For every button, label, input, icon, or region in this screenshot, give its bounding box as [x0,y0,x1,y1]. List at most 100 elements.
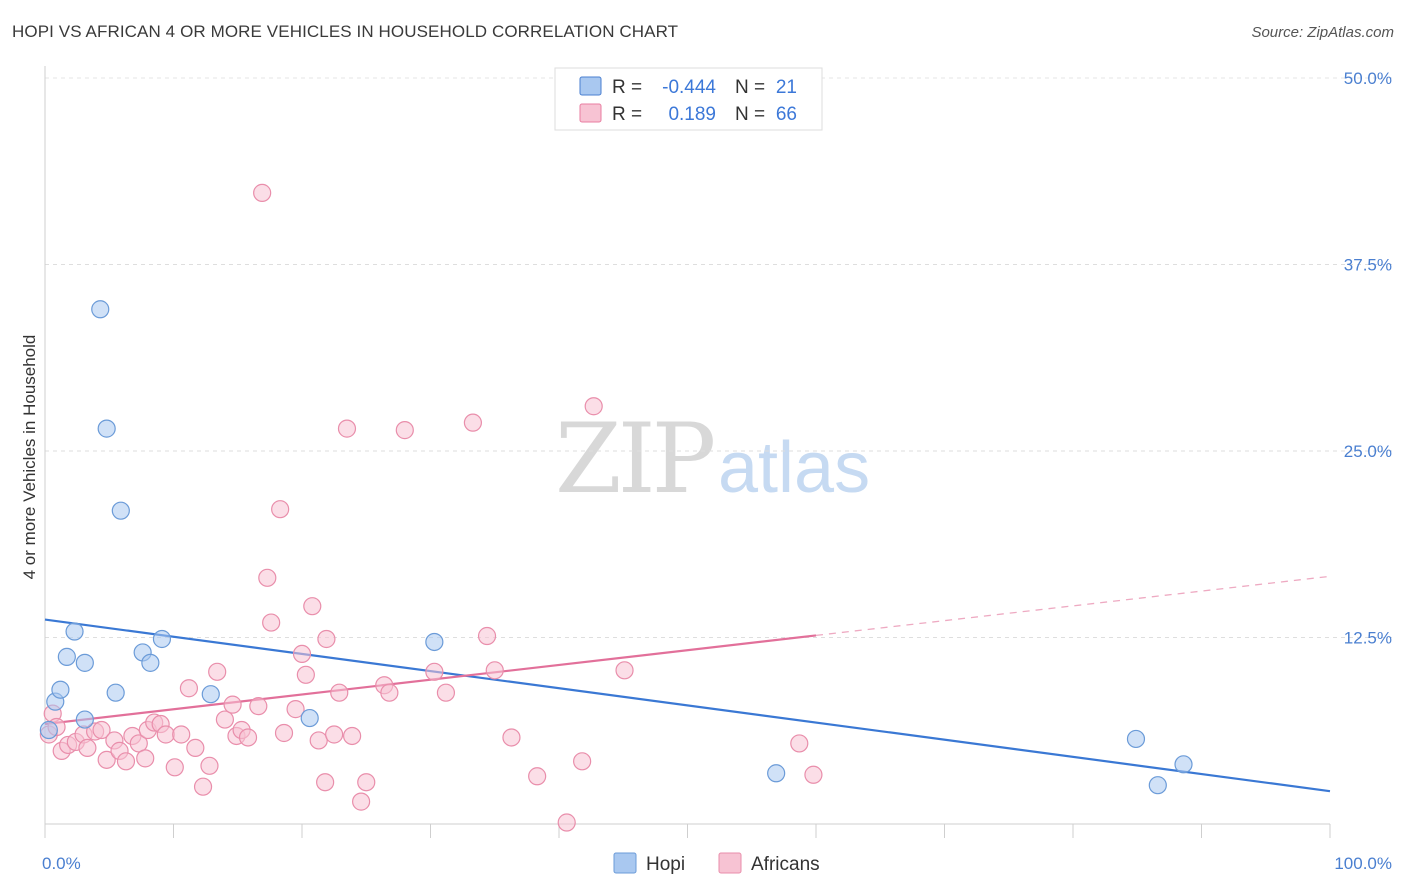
bottom-legend-swatch-africans [718,852,742,874]
point-africans [425,662,444,681]
point-africans [156,725,175,744]
point-africans [116,752,136,771]
point-hopi [1174,755,1193,774]
point-africans [271,500,290,519]
tick-labels: 12.5% 25.0% 37.5% 50.0% 0.0% 100.0% [42,69,1392,873]
legend-n-label: N = [735,104,765,125]
legend-r-value: 0.189 [668,104,716,125]
trend-line-africans-extension [815,575,1331,637]
point-hopi [106,683,125,702]
point-hopi [111,501,130,520]
bottom-legend: Hopi Africans [613,852,820,875]
point-africans [463,413,483,432]
point-hopi [75,710,94,729]
point-africans [179,679,199,698]
legend-r-value: -0.444 [662,77,716,98]
point-africans [136,749,155,768]
point-africans [357,773,376,792]
trend-line-hopi [44,618,1331,793]
point-africans [215,710,234,729]
point-hopi [767,764,786,783]
point-hopi [300,708,319,728]
point-africans [208,662,227,681]
bottom-legend-hopi: Hopi [646,854,685,875]
point-africans [253,183,272,202]
legend-n-label: N = [735,77,765,98]
point-africans [325,725,344,744]
point-africans [78,738,97,758]
grid-lines [45,77,1392,638]
point-africans [395,421,414,440]
bottom-legend-africans: Africans [751,854,820,875]
point-hopi [201,685,220,704]
point-africans [584,397,603,416]
point-africans [337,419,357,438]
point-africans [172,725,191,744]
point-africans [262,613,281,632]
y-tick-label: 25.0% [1344,442,1392,461]
point-africans [97,750,116,769]
point-africans [343,726,362,746]
point-africans [436,683,456,702]
y-axis-label: 4 or more Vehicles in Household [20,335,39,580]
point-africans [485,661,504,680]
point-africans [238,728,258,747]
point-hopi [1148,776,1167,795]
point-hopi [65,622,84,641]
axes [44,66,1331,838]
trend-lines [44,575,1331,793]
bottom-legend-swatch-hopi [613,852,637,874]
point-hopi [141,653,160,672]
point-africans [804,765,823,784]
point-hopi [51,680,70,699]
point-africans [249,697,268,716]
point-hopi [75,653,94,672]
point-africans [330,683,349,702]
point-hopi [39,720,58,740]
legend-swatch-africans [579,103,602,123]
point-africans [186,738,205,758]
point-africans [200,756,219,775]
point-hopi [91,300,110,319]
x-tick-label: 100.0% [1334,854,1392,873]
legend-r-label: R = [612,77,642,98]
point-africans [557,813,576,832]
point-africans [296,665,315,684]
chart-title: HOPI VS AFRICAN 4 OR MORE VEHICLES IN HO… [12,22,679,41]
watermark-zip: ZIP [555,403,714,515]
point-africans [316,773,335,792]
data-points [39,183,1193,832]
point-africans [274,723,294,743]
y-tick-label: 37.5% [1344,256,1392,275]
point-africans [380,683,399,702]
point-africans [309,731,328,750]
point-africans [193,777,213,796]
point-africans [352,792,371,811]
point-africans [790,734,809,753]
point-africans [258,568,277,587]
point-africans [528,767,547,786]
point-africans [92,720,111,740]
point-africans [286,700,305,719]
point-africans [502,728,521,747]
point-africans [317,629,336,649]
point-africans [477,626,497,646]
point-hopi [425,632,444,652]
point-africans [165,758,184,777]
point-africans [573,752,592,771]
legend: R = -0.444 N = 21 R = 0.189 N = 66 [554,67,823,131]
point-hopi [152,629,172,649]
x-tick-label: 0.0% [42,854,81,873]
legend-n-value: 21 [776,77,797,98]
legend-r-label: R = [612,104,642,125]
point-africans [223,695,242,714]
point-hopi [1126,729,1146,749]
legend-n-value: 66 [776,104,797,125]
legend-swatch-hopi [579,76,602,96]
point-hopi [97,419,116,438]
y-tick-label: 12.5% [1344,629,1392,648]
point-africans [292,644,312,664]
source-credit: Source: ZipAtlas.com [1251,24,1394,41]
point-africans [303,597,322,616]
